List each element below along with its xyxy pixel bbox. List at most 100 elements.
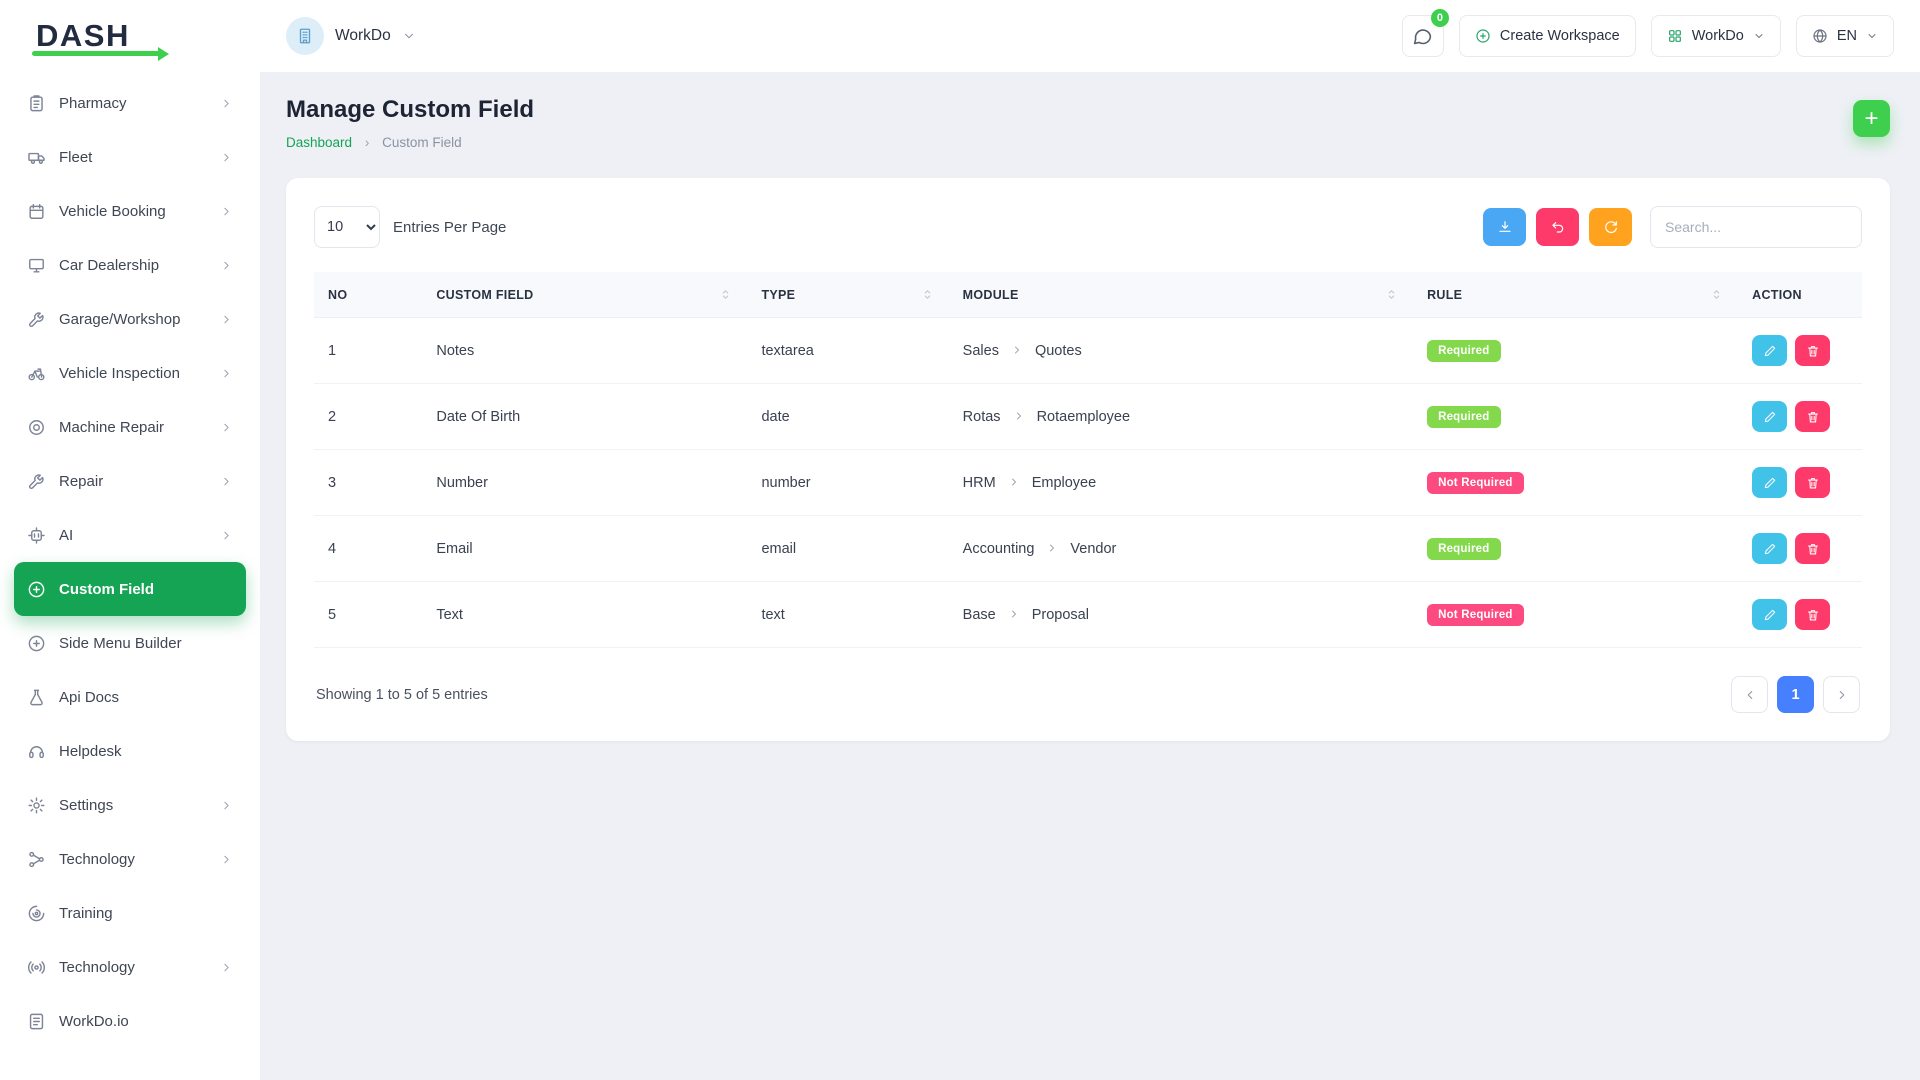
cell-no: 5 xyxy=(314,581,423,648)
sidebar-item-vehicle-inspection[interactable]: Vehicle Inspection xyxy=(14,346,246,400)
col-rule[interactable]: RULE xyxy=(1413,272,1739,318)
sort-icon[interactable] xyxy=(1384,287,1399,302)
cell-action xyxy=(1738,317,1862,384)
apps-menu-button[interactable]: WorkDo xyxy=(1650,15,1781,57)
pagination: 1 xyxy=(1731,676,1860,713)
cell-type: text xyxy=(747,581,949,648)
cell-type: number xyxy=(747,449,949,516)
custom-field-icon xyxy=(27,580,46,599)
create-workspace-button[interactable]: Create Workspace xyxy=(1458,15,1636,57)
download-icon xyxy=(1497,219,1513,235)
sidebar-item-car-dealership[interactable]: Car Dealership xyxy=(14,238,246,292)
sidebar-item-garage-workshop[interactable]: Garage/Workshop xyxy=(14,292,246,346)
chevron-right-icon xyxy=(1011,344,1023,356)
undo-icon xyxy=(1550,219,1566,235)
breadcrumb: Dashboard › Custom Field xyxy=(286,135,534,150)
cell-action xyxy=(1738,515,1862,582)
pencil-icon xyxy=(1763,476,1777,490)
sort-icon[interactable] xyxy=(1709,287,1724,302)
api-docs-icon xyxy=(27,688,46,707)
edit-button[interactable] xyxy=(1752,335,1788,366)
logo[interactable]: DASH xyxy=(0,18,260,61)
col-type[interactable]: TYPE xyxy=(747,272,949,318)
col-custom-field[interactable]: CUSTOM FIELD xyxy=(422,272,748,318)
caret-down-icon xyxy=(1866,30,1878,42)
breadcrumb-separator: › xyxy=(364,135,370,150)
delete-button[interactable] xyxy=(1795,467,1831,498)
workspace-name: WorkDo xyxy=(335,27,391,44)
sidebar-item-technology[interactable]: Technology xyxy=(14,832,246,886)
chevron-right-icon xyxy=(220,313,233,326)
add-custom-field-button[interactable]: + xyxy=(1853,100,1890,137)
pencil-icon xyxy=(1763,344,1777,358)
breadcrumb-dashboard-link[interactable]: Dashboard xyxy=(286,135,353,150)
plus-circle-icon xyxy=(1475,28,1491,44)
sidebar-item-machine-repair[interactable]: Machine Repair xyxy=(14,400,246,454)
sidebar-item-side-menu-builder[interactable]: Side Menu Builder xyxy=(14,616,246,670)
repair-icon xyxy=(27,472,46,491)
fleet-icon xyxy=(27,148,46,167)
trash-icon xyxy=(1806,476,1820,490)
pagination-prev-button[interactable] xyxy=(1731,676,1768,713)
col-module[interactable]: MODULE xyxy=(948,272,1414,318)
entries-per-page-select[interactable]: 10 xyxy=(314,206,380,248)
technology-radio-icon xyxy=(27,958,46,977)
sidebar-item-workdo-io[interactable]: WorkDo.io xyxy=(14,994,246,1048)
module-parent: Base xyxy=(962,606,996,623)
logo-swoosh xyxy=(32,46,169,61)
rule-badge: Not Required xyxy=(1427,471,1524,494)
cell-no: 1 xyxy=(314,317,423,384)
refresh-icon xyxy=(1603,219,1619,235)
sidebar-item-custom-field[interactable]: Custom Field xyxy=(14,562,246,616)
sidebar-item-ai[interactable]: AI xyxy=(14,508,246,562)
custom-fields-table: NO CUSTOM FIELD TYPE MODULE RULE ACTION … xyxy=(314,272,1862,648)
sort-icon[interactable] xyxy=(920,287,935,302)
edit-button[interactable] xyxy=(1752,533,1788,564)
delete-button[interactable] xyxy=(1795,335,1831,366)
vehicle-booking-icon xyxy=(27,202,46,221)
chevron-right-icon xyxy=(220,367,233,380)
cell-custom-field: Number xyxy=(422,449,748,516)
sort-icon[interactable] xyxy=(718,287,733,302)
chevron-right-icon xyxy=(220,961,233,974)
sidebar: Pharmacy Fleet Vehicle Booking Car Deale… xyxy=(0,72,260,1080)
col-action: ACTION xyxy=(1738,272,1862,318)
technology-icon xyxy=(27,850,46,869)
edit-button[interactable] xyxy=(1752,599,1788,630)
create-workspace-label: Create Workspace xyxy=(1499,28,1620,44)
sidebar-item-technology-2[interactable]: Technology xyxy=(14,940,246,994)
refresh-button[interactable] xyxy=(1589,208,1632,246)
edit-button[interactable] xyxy=(1752,467,1788,498)
delete-button[interactable] xyxy=(1795,533,1831,564)
chevron-right-icon xyxy=(220,421,233,434)
cell-no: 3 xyxy=(314,449,423,516)
grid-icon xyxy=(1667,28,1683,44)
delete-button[interactable] xyxy=(1795,599,1831,630)
cell-rule: Required xyxy=(1413,515,1739,582)
pagination-next-button[interactable] xyxy=(1823,676,1860,713)
sidebar-item-settings[interactable]: Settings xyxy=(14,778,246,832)
training-icon xyxy=(27,904,46,923)
language-selector[interactable]: EN xyxy=(1795,15,1894,57)
undo-button[interactable] xyxy=(1536,208,1579,246)
sidebar-item-fleet[interactable]: Fleet xyxy=(14,130,246,184)
cell-type: email xyxy=(747,515,949,582)
page-header: Manage Custom Field Dashboard › Custom F… xyxy=(286,96,1890,150)
sidebar-item-pharmacy[interactable]: Pharmacy xyxy=(14,76,246,130)
sidebar-item-training[interactable]: Training xyxy=(14,886,246,940)
workspace-selector[interactable]: WorkDo xyxy=(286,17,416,55)
cell-type: textarea xyxy=(747,317,949,384)
sidebar-item-api-docs[interactable]: Api Docs xyxy=(14,670,246,724)
module-child: Vendor xyxy=(1070,540,1117,557)
sidebar-item-repair[interactable]: Repair xyxy=(14,454,246,508)
export-button[interactable] xyxy=(1483,208,1526,246)
table-header-row: NO CUSTOM FIELD TYPE MODULE RULE ACTION xyxy=(314,272,1862,318)
edit-button[interactable] xyxy=(1752,401,1788,432)
sidebar-item-vehicle-booking[interactable]: Vehicle Booking xyxy=(14,184,246,238)
search-input[interactable] xyxy=(1650,206,1862,248)
messages-button[interactable]: 0 xyxy=(1401,9,1449,57)
pagination-page-1[interactable]: 1 xyxy=(1777,676,1814,713)
delete-button[interactable] xyxy=(1795,401,1831,432)
showing-entries-text: Showing 1 to 5 of 5 entries xyxy=(316,686,488,703)
sidebar-item-helpdesk[interactable]: Helpdesk xyxy=(14,724,246,778)
